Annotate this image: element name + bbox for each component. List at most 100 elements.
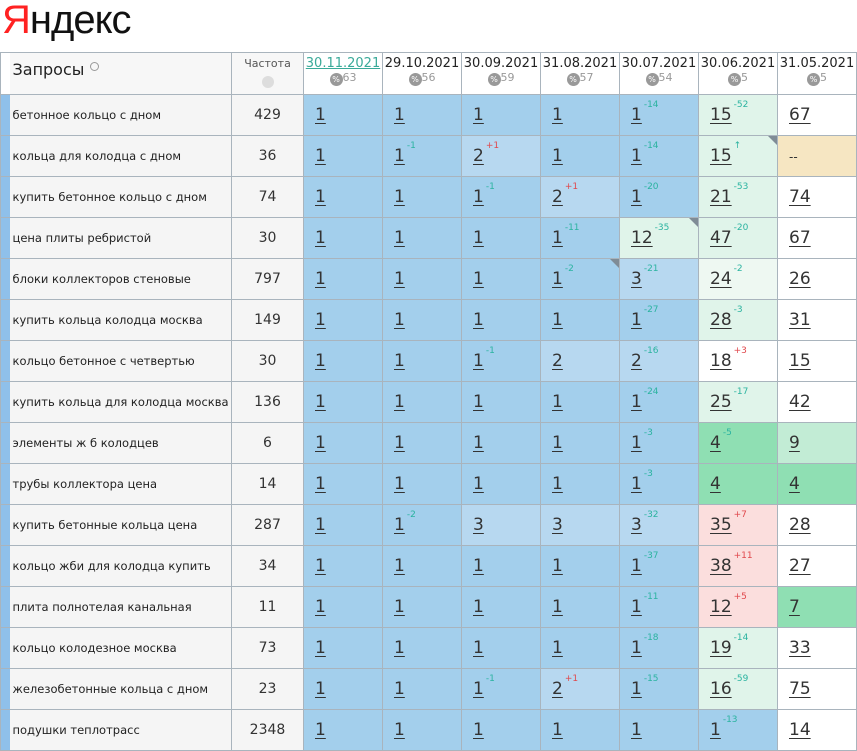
position-value[interactable]: 3 <box>631 515 642 535</box>
position-value[interactable]: 1 <box>473 228 484 248</box>
date-column-header[interactable]: 30.07.2021% 54 <box>619 52 699 95</box>
date-column-header[interactable]: 29.10.2021% 56 <box>382 52 462 95</box>
position-value[interactable]: 1 <box>473 392 484 412</box>
position-value[interactable]: 2 <box>552 679 563 699</box>
position-value[interactable]: 1 <box>315 105 326 125</box>
position-cell[interactable]: 1 <box>461 217 541 259</box>
position-value[interactable]: 1 <box>394 392 405 412</box>
position-cell[interactable]: 1 -1 <box>461 668 541 710</box>
position-cell[interactable]: 9 <box>777 422 857 464</box>
position-cell[interactable]: 1 <box>619 709 699 751</box>
position-cell[interactable]: 1 -2 <box>540 258 620 300</box>
date-label[interactable]: 30.06.2021 <box>700 56 776 71</box>
position-value[interactable]: 1 <box>473 720 484 740</box>
position-cell[interactable]: 1 <box>382 340 462 382</box>
position-value[interactable]: 12 <box>710 597 732 617</box>
position-value[interactable]: 1 <box>631 310 642 330</box>
position-value[interactable]: 9 <box>789 433 800 453</box>
position-cell[interactable]: 19 -14 <box>698 627 778 669</box>
position-cell[interactable]: 1 <box>303 422 383 464</box>
position-cell[interactable]: 1 -2 <box>382 504 462 546</box>
position-cell[interactable]: 1 <box>461 627 541 669</box>
position-value[interactable]: 21 <box>710 187 732 207</box>
position-value[interactable]: 4 <box>710 474 721 494</box>
position-cell[interactable]: 1 <box>382 176 462 218</box>
position-value[interactable]: 1 <box>473 556 484 576</box>
position-value[interactable]: 1 <box>631 720 642 740</box>
position-value[interactable]: 1 <box>473 105 484 125</box>
position-value[interactable]: 1 <box>315 556 326 576</box>
position-cell[interactable]: 3 -21 <box>619 258 699 300</box>
position-value[interactable]: 75 <box>789 679 811 699</box>
position-value[interactable]: 31 <box>789 310 811 330</box>
position-value[interactable]: 35 <box>710 515 732 535</box>
position-value[interactable]: 1 <box>473 638 484 658</box>
position-value[interactable]: 1 <box>315 269 326 289</box>
position-value[interactable]: 1 <box>315 187 326 207</box>
position-cell[interactable]: 67 <box>777 217 857 259</box>
position-cell[interactable]: 1 <box>303 463 383 505</box>
position-value[interactable]: 18 <box>710 351 732 371</box>
position-cell[interactable]: 1 <box>461 545 541 587</box>
position-cell[interactable]: 1 <box>303 299 383 341</box>
position-value[interactable]: 1 <box>552 392 563 412</box>
position-cell[interactable]: 1 <box>540 709 620 751</box>
position-cell[interactable]: 25 -17 <box>698 381 778 423</box>
position-cell[interactable]: 2 +1 <box>461 135 541 177</box>
position-value[interactable]: 26 <box>789 269 811 289</box>
position-cell[interactable]: 1 <box>303 504 383 546</box>
position-value[interactable]: 74 <box>789 187 811 207</box>
position-value[interactable]: 1 <box>394 556 405 576</box>
date-label[interactable]: 30.11.2021 <box>305 56 381 71</box>
position-cell[interactable]: 1 <box>382 381 462 423</box>
position-value[interactable]: 28 <box>789 515 811 535</box>
position-cell[interactable]: 15 -52 <box>698 94 778 136</box>
position-cell[interactable]: 16 -59 <box>698 668 778 710</box>
position-value[interactable]: 1 <box>394 433 405 453</box>
position-cell[interactable]: 1 -1 <box>461 340 541 382</box>
search-icon[interactable] <box>90 62 100 71</box>
queries-header[interactable]: Запросы <box>9 52 232 95</box>
date-column-header[interactable]: 30.09.2021% 59 <box>461 52 541 95</box>
position-cell[interactable]: 2 +1 <box>540 176 620 218</box>
position-value[interactable]: 1 <box>552 638 563 658</box>
position-value[interactable]: 2 <box>552 351 563 371</box>
position-cell[interactable]: 1 <box>540 381 620 423</box>
date-column-header[interactable]: 30.11.2021% 63 <box>303 52 383 95</box>
position-value[interactable]: 1 <box>394 679 405 699</box>
position-value[interactable]: 1 <box>473 187 484 207</box>
position-cell[interactable]: 15 <box>777 340 857 382</box>
position-cell[interactable]: 1 <box>382 422 462 464</box>
position-cell[interactable]: 1 -13 <box>698 709 778 751</box>
position-value[interactable]: 1 <box>552 720 563 740</box>
position-cell[interactable]: 2 +1 <box>540 668 620 710</box>
position-cell[interactable]: 26 <box>777 258 857 300</box>
position-value[interactable]: 42 <box>789 392 811 412</box>
position-cell[interactable]: 21 -53 <box>698 176 778 218</box>
position-cell[interactable]: 1 <box>303 94 383 136</box>
position-cell[interactable]: 1 <box>303 217 383 259</box>
position-cell[interactable]: 74 <box>777 176 857 218</box>
position-value[interactable]: 4 <box>710 433 721 453</box>
position-value[interactable]: 1 <box>315 679 326 699</box>
position-value[interactable]: 1 <box>315 392 326 412</box>
position-cell[interactable]: 1 -18 <box>619 627 699 669</box>
position-cell[interactable]: 1 <box>461 463 541 505</box>
position-cell[interactable]: 1 <box>461 299 541 341</box>
position-value[interactable]: 1 <box>315 146 326 166</box>
position-cell[interactable]: 1 <box>382 217 462 259</box>
position-value[interactable]: 1 <box>631 474 642 494</box>
position-cell[interactable]: 67 <box>777 94 857 136</box>
position-value[interactable]: 19 <box>710 638 732 658</box>
position-value[interactable]: 1 <box>631 105 642 125</box>
position-cell[interactable]: 1 -24 <box>619 381 699 423</box>
position-value[interactable]: 28 <box>710 310 732 330</box>
position-cell[interactable]: 1 <box>303 545 383 587</box>
date-label[interactable]: 31.08.2021 <box>542 56 618 71</box>
position-cell[interactable]: 1 <box>303 340 383 382</box>
position-cell[interactable]: 12 +5 <box>698 586 778 628</box>
position-cell[interactable]: 1 <box>540 586 620 628</box>
position-value[interactable]: 3 <box>631 269 642 289</box>
position-cell[interactable]: 4 <box>777 463 857 505</box>
position-value[interactable]: 1 <box>394 187 405 207</box>
